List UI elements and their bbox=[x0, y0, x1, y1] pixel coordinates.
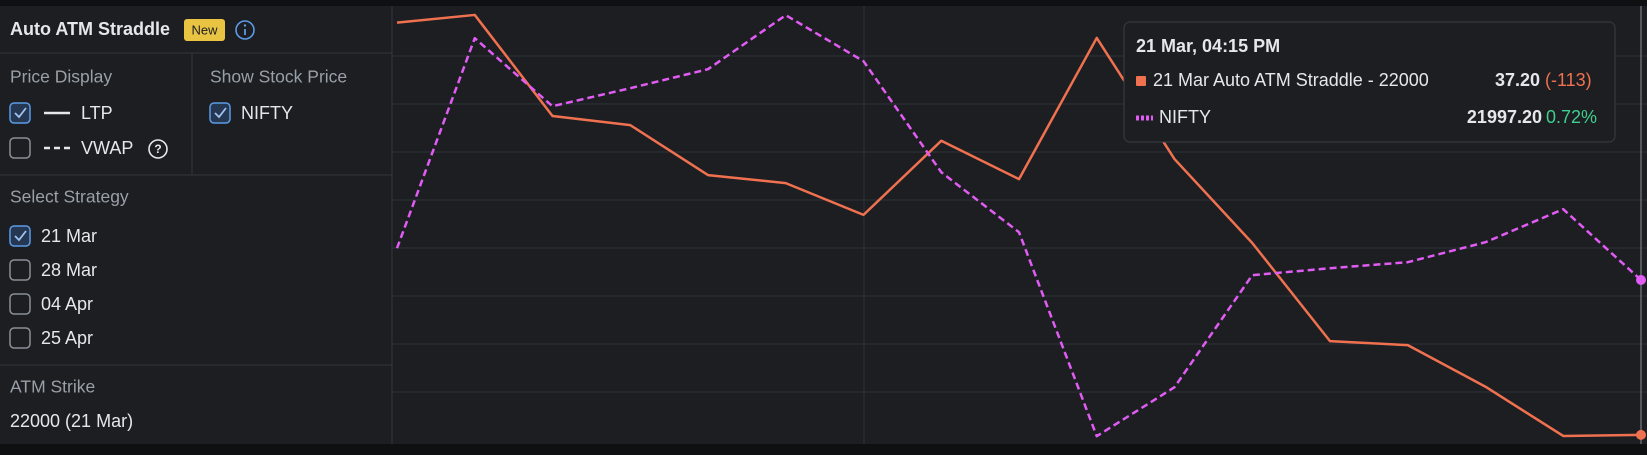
chart-grid bbox=[392, 6, 1647, 444]
checkbox[interactable] bbox=[9, 137, 31, 159]
info-icon[interactable] bbox=[235, 20, 255, 40]
tooltip-time: 21 Mar, 04:15 PM bbox=[1136, 36, 1280, 56]
checkbox[interactable] bbox=[9, 259, 31, 281]
tooltip-price: 37.20 bbox=[1495, 70, 1540, 90]
panel-title: Auto ATM Straddle bbox=[10, 19, 170, 39]
legend-label: NIFTY bbox=[1159, 107, 1211, 127]
option-label: 28 Mar bbox=[41, 260, 97, 280]
hover-dot bbox=[1636, 429, 1646, 440]
option-label: 21 Mar bbox=[41, 226, 97, 246]
section-label: Show Stock Price bbox=[210, 67, 347, 87]
hover-dot bbox=[1636, 275, 1646, 285]
section-label: ATM Strike bbox=[10, 377, 95, 397]
check-mark bbox=[14, 230, 27, 242]
option-label: VWAP bbox=[81, 138, 133, 158]
section-label: Price Display bbox=[10, 67, 112, 87]
options: LTP VWAP NIFTY 21 Mar 28 Mar 04 Apr 25 Apr bbox=[9, 102, 293, 349]
bottom-strip bbox=[0, 444, 1647, 455]
plot bbox=[395, 13, 1646, 440]
legend-swatch bbox=[1136, 76, 1146, 86]
checkbox-option[interactable]: 04 Apr bbox=[9, 293, 93, 315]
svg-text:?: ? bbox=[154, 142, 161, 156]
tooltip-box bbox=[1123, 21, 1616, 143]
legend-label: 21 Mar Auto ATM Straddle - 22000 bbox=[1153, 70, 1429, 90]
checkbox[interactable] bbox=[9, 293, 31, 315]
option-label: 04 Apr bbox=[41, 294, 93, 314]
checkbox-option[interactable]: VWAP bbox=[9, 137, 133, 159]
option-label: 25 Apr bbox=[41, 328, 93, 348]
tooltip-change: 0.72% bbox=[1546, 107, 1597, 127]
checkbox-option[interactable]: 28 Mar bbox=[9, 259, 97, 281]
option-label: NIFTY bbox=[241, 103, 293, 123]
checkbox-option[interactable]: 21 Mar bbox=[9, 225, 97, 247]
checkbox-option[interactable]: 25 Apr bbox=[9, 327, 93, 349]
checkbox[interactable] bbox=[9, 327, 31, 349]
tooltip-price: 21997.20 bbox=[1467, 107, 1542, 127]
atm-strike-value: 22000 (21 Mar) bbox=[10, 411, 133, 431]
checkbox-option[interactable]: LTP bbox=[9, 102, 113, 124]
option-label: LTP bbox=[81, 103, 113, 123]
badge-text: New bbox=[191, 22, 218, 37]
section-label: Select Strategy bbox=[10, 187, 129, 207]
checkbox[interactable] bbox=[9, 225, 31, 247]
help-icon[interactable]: ? bbox=[148, 139, 168, 159]
checkbox[interactable] bbox=[9, 102, 31, 124]
tooltip: 21 Mar, 04:15 PM 21 Mar Auto ATM Straddl… bbox=[1123, 21, 1616, 143]
series-line bbox=[395, 13, 1642, 438]
checkbox[interactable] bbox=[209, 102, 231, 124]
side-panel bbox=[0, 6, 392, 444]
tooltip-change: (-113) bbox=[1545, 70, 1592, 90]
check-mark bbox=[214, 107, 227, 119]
badge bbox=[184, 19, 225, 41]
top-strip bbox=[0, 0, 1647, 6]
check-mark bbox=[14, 107, 27, 119]
series-line bbox=[396, 13, 1642, 438]
checkbox-option[interactable]: NIFTY bbox=[209, 102, 293, 124]
